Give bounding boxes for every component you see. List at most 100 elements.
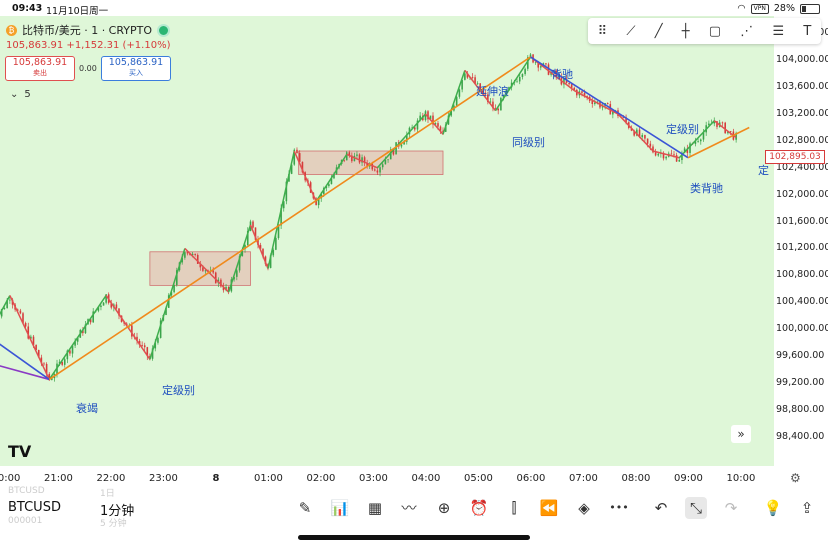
battery-icon xyxy=(800,3,820,14)
strategy-icon[interactable]: 〰 xyxy=(401,499,417,517)
candle-body xyxy=(222,286,225,291)
candle-body xyxy=(74,341,76,346)
sell-button[interactable]: 105,863.91 卖出 xyxy=(5,56,75,81)
rectangle-icon[interactable]: ▢ xyxy=(708,23,722,39)
candle-body xyxy=(110,302,113,308)
candle-body xyxy=(474,77,476,84)
candle-body xyxy=(6,299,8,309)
chevron-down-icon: ⌄ xyxy=(10,89,19,100)
candle-body xyxy=(330,178,333,185)
symbol-header[interactable]: ₿ 比特币/美元 · 1 · CRYPTO xyxy=(6,22,171,38)
candle-body xyxy=(184,252,186,258)
redo-icon[interactable]: ↷ xyxy=(724,499,738,517)
candle-body xyxy=(527,57,529,69)
price-chart[interactable] xyxy=(0,16,774,466)
time-axis[interactable] xyxy=(0,466,828,488)
layout-grid-icon[interactable]: ▦ xyxy=(367,499,383,517)
grip-icon[interactable]: ⠿ xyxy=(597,23,608,39)
price-tick: 102,400.00 xyxy=(776,161,828,173)
current-price-badge: 102,895.03 xyxy=(765,150,825,164)
alert-icon[interactable]: ⏰ xyxy=(469,499,489,517)
candle-body xyxy=(19,310,22,314)
indicators-toggle[interactable]: ⌄ 5 xyxy=(10,89,31,100)
candle-body xyxy=(348,152,351,156)
idea-icon[interactable]: 💡 xyxy=(763,499,783,517)
candle-body xyxy=(670,153,673,155)
more-icon[interactable]: ••• xyxy=(609,501,629,514)
battery-percent: 28% xyxy=(773,3,795,14)
price-tick: 99,600.00 xyxy=(776,349,825,361)
status-bar: 09:43 11月10日周一 ◠ VPN 28% xyxy=(0,0,828,17)
vertical-line-icon[interactable]: ┼ xyxy=(681,23,690,39)
candle-body xyxy=(82,329,84,334)
candle-body xyxy=(686,148,689,153)
time-tick: 09:00 xyxy=(674,473,703,484)
replay-icon[interactable]: ⏪ xyxy=(539,499,559,517)
candle-body xyxy=(461,79,463,90)
buy-button[interactable]: 105,863.91 买入 xyxy=(101,56,171,81)
candle-body xyxy=(37,350,40,358)
timeframe-picker[interactable]: 1分钟 xyxy=(100,504,135,519)
settings-icon[interactable]: ⚙ xyxy=(790,471,801,485)
candle-body xyxy=(622,117,625,118)
layers-icon[interactable]: ◈ xyxy=(578,499,590,517)
fullscreen-icon[interactable]: ⤡ xyxy=(685,497,707,519)
candle-body xyxy=(665,156,667,159)
candle-body xyxy=(298,153,301,162)
undo-icon[interactable]: ↶ xyxy=(654,499,668,517)
candle-body xyxy=(252,221,254,228)
candle-body xyxy=(681,152,683,161)
price-tick: 98,400.00 xyxy=(776,430,825,442)
home-indicator xyxy=(298,535,530,540)
time-tick: 05:00 xyxy=(464,473,493,484)
price-tick: 99,200.00 xyxy=(776,376,825,388)
text-icon[interactable]: T xyxy=(803,23,812,39)
trendline-icon[interactable]: ⟋ xyxy=(626,23,636,39)
add-icon[interactable]: ⊕ xyxy=(437,499,451,517)
line-icon[interactable]: ╱ xyxy=(654,23,663,39)
zigzag-stroke xyxy=(424,113,444,135)
chart-pane[interactable] xyxy=(0,16,828,488)
status-time: 09:43 xyxy=(12,3,43,14)
candle-body xyxy=(361,157,363,163)
candle-body xyxy=(105,294,107,303)
scroll-to-latest-button[interactable]: » xyxy=(731,425,751,443)
candle-body xyxy=(713,121,716,124)
candle-body xyxy=(285,181,288,202)
candle-body xyxy=(328,184,330,187)
symbol-picker[interactable]: BTCUSD xyxy=(8,500,61,515)
fib-icon[interactable]: ☰ xyxy=(772,23,785,39)
candle-body xyxy=(484,92,487,95)
time-tick: 8 xyxy=(212,473,220,484)
zigzag-stroke xyxy=(267,150,295,269)
price-axis[interactable] xyxy=(774,16,828,466)
symbol-title[interactable]: 比特币/美元 · 1 · CRYPTO xyxy=(22,24,153,37)
indicators-icon[interactable]: 📊 xyxy=(330,499,350,517)
timeframe-prev: 1日 xyxy=(100,489,115,499)
annotation-quasi-divergence: 类背驰 xyxy=(690,182,723,195)
share-icon[interactable]: ⇪ xyxy=(800,499,814,517)
candle-body xyxy=(724,122,726,134)
candle-body xyxy=(186,252,189,254)
candle-body xyxy=(570,84,573,88)
candle-body xyxy=(131,325,133,337)
candle-body xyxy=(625,117,627,123)
zigzag-stroke xyxy=(184,247,230,293)
zigzag-stroke xyxy=(573,89,619,115)
bitcoin-icon: ₿ xyxy=(6,24,17,36)
candle-body xyxy=(479,83,481,91)
candle-body xyxy=(264,256,267,265)
path-icon[interactable]: ⋰ xyxy=(740,23,754,39)
zigzag-stroke xyxy=(678,120,715,159)
candle-body xyxy=(262,248,264,257)
time-tick: 22:00 xyxy=(96,473,126,484)
candle-body xyxy=(246,230,249,246)
candle-body xyxy=(539,66,542,68)
candle-body xyxy=(699,139,702,142)
candle-body xyxy=(115,304,118,309)
candle-type-icon[interactable]: ⫿ xyxy=(511,499,517,517)
draw-icon[interactable]: ✎ xyxy=(298,499,312,517)
segment-line xyxy=(530,56,689,159)
zigzag-stroke xyxy=(617,113,654,152)
candle-body xyxy=(494,108,497,110)
